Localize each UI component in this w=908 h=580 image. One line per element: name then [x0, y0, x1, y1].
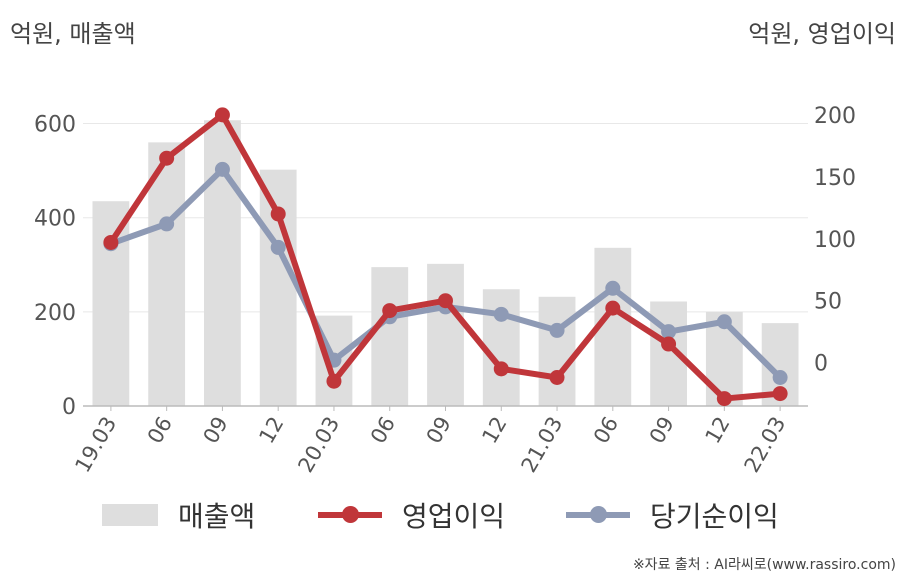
operating-profit-point: [605, 300, 621, 316]
legend-label-revenue: 매출액: [178, 500, 256, 533]
legend-swatch-net-income: [566, 504, 630, 526]
right-tick-label: 50: [814, 290, 842, 315]
right-tick-label: 150: [814, 166, 856, 191]
revenue-bar: [92, 201, 130, 406]
x-tick-label: 09: [422, 413, 456, 448]
x-tick-label: 09: [645, 413, 679, 448]
net-income-point: [214, 161, 230, 177]
x-tick-label: 19.03: [70, 413, 121, 477]
revenue-bar: [538, 296, 576, 406]
operating-profit-point: [214, 107, 230, 123]
revenue-bar: [259, 169, 297, 406]
left-tick-label: 0: [62, 395, 76, 420]
x-tick-label: 06: [589, 413, 623, 448]
x-tick-label: 21.03: [517, 413, 568, 477]
revenue-bar: [427, 263, 464, 406]
legend: 매출액 영업이익 당기순이익: [0, 490, 908, 540]
operating-profit-point: [438, 293, 453, 309]
x-tick-label: 12: [477, 413, 511, 448]
operating-profit-point: [493, 361, 509, 377]
legend-label-operating-profit: 영업이익: [402, 500, 506, 533]
net-income-point: [605, 280, 621, 296]
net-income-point: [493, 306, 509, 322]
left-tick-label: 400: [34, 207, 76, 232]
operating-profit-point: [103, 234, 119, 250]
net-income-point: [716, 314, 732, 330]
operating-profit-series: [103, 107, 788, 407]
left-axis-unit-label: 억원, 매출액: [10, 20, 136, 48]
right-tick-label: 0: [814, 352, 828, 377]
right-tick-label: 100: [814, 228, 856, 253]
net-income-point: [159, 216, 175, 232]
right-tick-label: 200: [814, 104, 856, 129]
right-axis-unit-label: 억원, 영업이익: [748, 20, 896, 48]
x-tick-label: 12: [701, 413, 735, 448]
net-income-point: [661, 324, 677, 340]
x-tick-label: 12: [254, 413, 288, 448]
net-income-point: [549, 322, 565, 338]
legend-item-revenue: 매출액: [102, 490, 255, 540]
operating-profit-point: [716, 391, 732, 407]
legend-swatch-revenue: [102, 504, 158, 526]
operating-profit-point: [326, 373, 342, 389]
net-income-point: [772, 370, 788, 386]
x-tick-label: 06: [366, 413, 400, 448]
revenue-bars: [92, 120, 799, 407]
revenue-bar: [148, 142, 186, 406]
operating-profit-point: [661, 336, 677, 352]
operating-profit-point: [270, 206, 286, 222]
legend-item-operating-profit: 영업이익: [318, 490, 505, 540]
operating-profit-point: [549, 370, 565, 386]
left-tick-label: 200: [34, 301, 76, 326]
operating-profit-point: [159, 150, 175, 166]
revenue-bar: [482, 289, 520, 406]
legend-swatch-operating-profit: [318, 504, 382, 526]
left-tick-label: 600: [34, 113, 76, 138]
operating-profit-point: [772, 386, 788, 402]
revenue-bar: [371, 267, 409, 406]
legend-item-net-income: 당기순이익: [566, 490, 779, 540]
legend-label-net-income: 당기순이익: [650, 500, 779, 533]
source-note: ※자료 출처 : AI라씨로(www.rassiro.com): [632, 557, 896, 573]
x-tick-label: 22.03: [740, 413, 791, 477]
x-tick-label: 09: [199, 413, 233, 448]
net-income-point: [270, 239, 286, 255]
x-tick-label: 20.03: [293, 413, 344, 477]
axes: [83, 405, 808, 411]
x-tick-label: 06: [143, 413, 177, 448]
operating-profit-point: [382, 303, 398, 319]
